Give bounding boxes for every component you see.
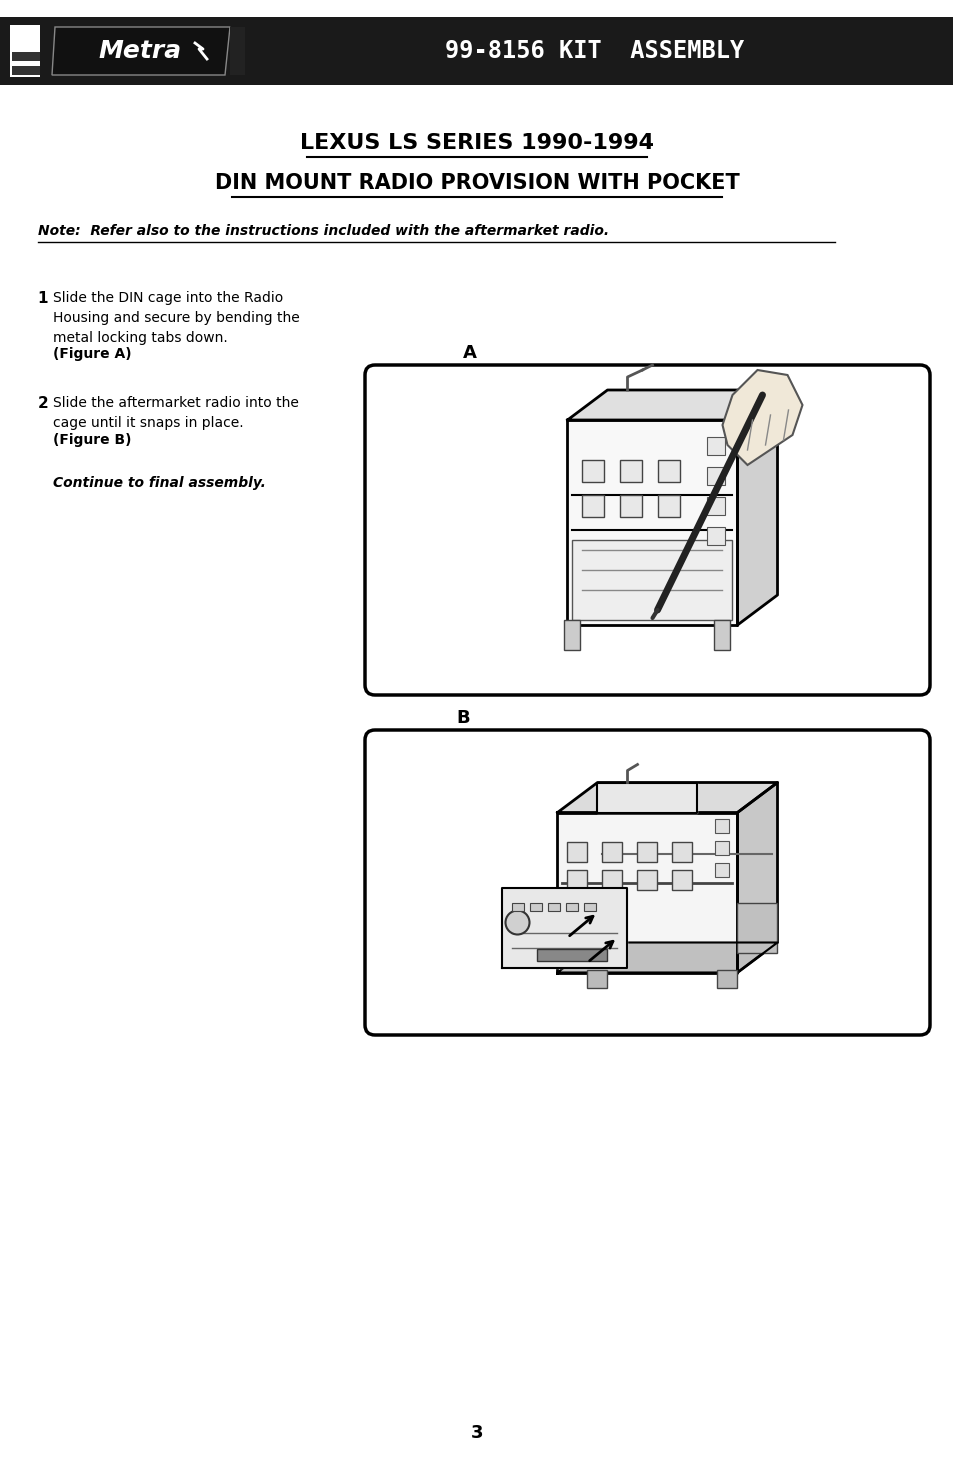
Polygon shape	[567, 420, 737, 625]
Text: Slide the DIN cage into the Radio
Housing and secure by bending the
metal lockin: Slide the DIN cage into the Radio Housin…	[53, 291, 299, 345]
Text: B: B	[456, 709, 469, 727]
Bar	[637, 842, 657, 861]
Bar	[10, 25, 40, 77]
Bar	[707, 437, 724, 454]
Bar	[707, 497, 724, 515]
Text: Slide the aftermarket radio into the
cage until it snaps in place.: Slide the aftermarket radio into the cag…	[53, 395, 298, 431]
Bar	[587, 969, 607, 987]
Bar	[572, 540, 732, 620]
Bar	[737, 903, 777, 953]
Bar	[548, 903, 560, 910]
Text: DIN MOUNT RADIO PROVISION WITH POCKET: DIN MOUNT RADIO PROVISION WITH POCKET	[214, 173, 739, 193]
Bar	[530, 903, 542, 910]
Text: A: A	[462, 344, 476, 361]
Bar	[584, 903, 596, 910]
Polygon shape	[557, 943, 777, 972]
Polygon shape	[597, 783, 697, 813]
Text: 1: 1	[37, 291, 48, 305]
Bar	[672, 869, 692, 889]
Bar	[658, 496, 679, 518]
FancyBboxPatch shape	[365, 730, 929, 1035]
Text: Metra: Metra	[98, 38, 181, 63]
Text: Note:  Refer also to the instructions included with the aftermarket radio.: Note: Refer also to the instructions inc…	[38, 224, 608, 237]
Text: Continue to final assembly.: Continue to final assembly.	[53, 476, 266, 490]
Bar	[619, 460, 641, 482]
Bar	[658, 460, 679, 482]
Text: (Figure B): (Figure B)	[53, 434, 132, 447]
Polygon shape	[52, 27, 230, 75]
Bar	[707, 468, 724, 485]
Bar	[564, 620, 579, 650]
Bar	[637, 869, 657, 889]
Bar	[12, 38, 40, 47]
Polygon shape	[230, 27, 245, 75]
Text: 99-8156 KIT  ASSEMBLY: 99-8156 KIT ASSEMBLY	[445, 38, 744, 63]
Bar	[537, 948, 607, 960]
Polygon shape	[502, 888, 627, 968]
Bar	[567, 842, 587, 861]
Polygon shape	[567, 389, 777, 420]
Bar	[567, 869, 587, 889]
Bar	[566, 903, 578, 910]
Text: 3: 3	[470, 1423, 483, 1443]
Text: 2: 2	[37, 395, 48, 412]
Bar	[715, 841, 729, 854]
Bar	[715, 863, 729, 876]
Polygon shape	[737, 783, 777, 972]
FancyBboxPatch shape	[365, 364, 929, 695]
Bar	[619, 496, 641, 518]
Bar	[12, 66, 40, 75]
Polygon shape	[557, 813, 737, 972]
Polygon shape	[721, 370, 801, 465]
Bar	[672, 842, 692, 861]
Text: (Figure A): (Figure A)	[53, 347, 132, 361]
Bar	[715, 819, 729, 832]
Bar	[717, 969, 737, 987]
Bar	[12, 52, 40, 60]
Bar	[707, 527, 724, 544]
Text: LEXUS LS SERIES 1990-1994: LEXUS LS SERIES 1990-1994	[299, 133, 654, 153]
Polygon shape	[557, 783, 777, 813]
Bar	[602, 842, 622, 861]
Polygon shape	[737, 389, 777, 625]
Bar	[512, 903, 524, 910]
Circle shape	[505, 910, 529, 935]
Bar	[602, 869, 622, 889]
Bar	[0, 18, 953, 86]
Bar	[582, 460, 604, 482]
Bar	[582, 496, 604, 518]
Bar	[714, 620, 730, 650]
